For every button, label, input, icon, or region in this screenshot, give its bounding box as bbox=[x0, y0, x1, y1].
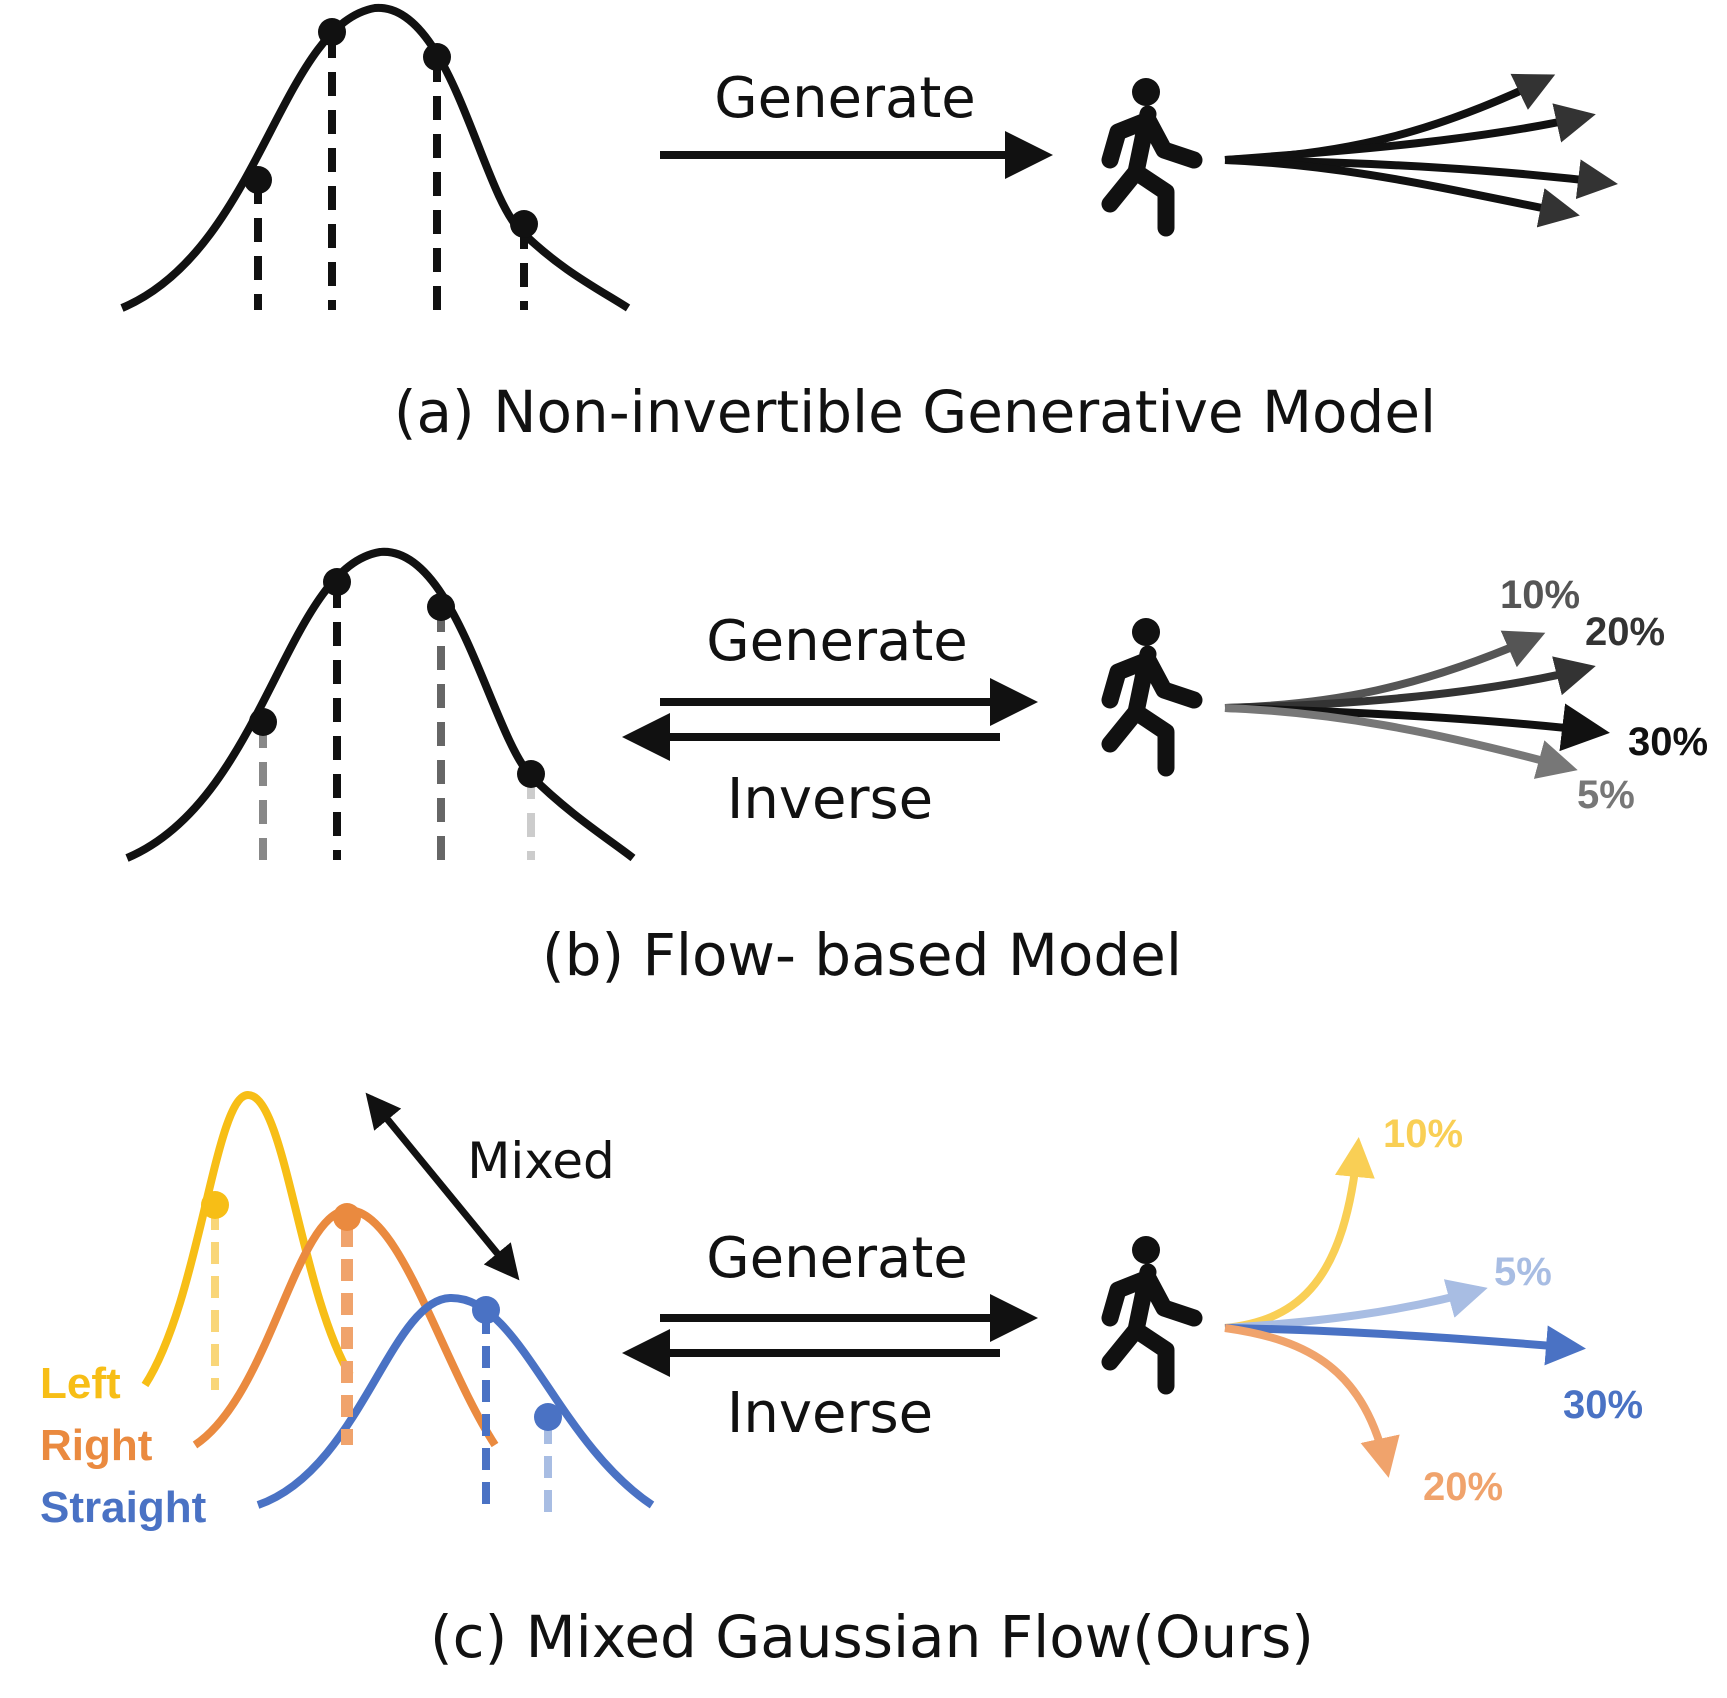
output-pct-10: 10% bbox=[1383, 1112, 1463, 1156]
sample-points bbox=[244, 18, 538, 238]
trajectory-arrows bbox=[1224, 630, 1610, 779]
output-pct-30: 30% bbox=[1628, 720, 1708, 764]
panel-a: Generate (a) Non-invertible Generative M… bbox=[120, 3, 1618, 446]
legend-right: Right bbox=[40, 1421, 153, 1470]
walking-person-icon bbox=[1110, 78, 1194, 228]
output-pct-5: 5% bbox=[1494, 1250, 1552, 1294]
generate-label: Generate bbox=[714, 66, 976, 131]
generate-label: Generate bbox=[706, 609, 968, 674]
caption-c: (c) Mixed Gaussian Flow(Ours) bbox=[430, 1603, 1314, 1671]
output-pct-30: 30% bbox=[1563, 1383, 1643, 1427]
output-pct-20: 20% bbox=[1423, 1465, 1503, 1509]
inverse-label: Inverse bbox=[727, 767, 933, 832]
caption-b: (b) Flow- based Model bbox=[542, 921, 1182, 989]
panel-b: Generate Inverse 10% 20% 30% 5% (b) Flow… bbox=[125, 547, 1708, 989]
output-pct-20: 20% bbox=[1585, 610, 1665, 654]
sample-points bbox=[201, 1191, 562, 1431]
trajectory-arrows bbox=[1224, 1137, 1586, 1478]
inverse-label: Inverse bbox=[727, 1381, 933, 1446]
left-gaussian-curve bbox=[141, 1090, 354, 1388]
generate-label: Generate bbox=[706, 1226, 968, 1291]
sample-dashes bbox=[259, 584, 535, 860]
gaussian-curve-icon bbox=[125, 547, 636, 862]
mixed-arrow bbox=[365, 1092, 520, 1281]
legend-straight: Straight bbox=[40, 1483, 207, 1532]
caption-a: (a) Non-invertible Generative Model bbox=[394, 378, 1436, 446]
sample-points bbox=[249, 568, 545, 788]
walking-person-icon bbox=[1110, 1236, 1194, 1386]
sample-dashes bbox=[211, 1208, 552, 1515]
panel-c: Mixed Left Right Straight Generate Inver… bbox=[40, 1090, 1643, 1671]
output-pct-10: 10% bbox=[1500, 573, 1580, 617]
legend-left: Left bbox=[40, 1359, 121, 1408]
sample-dashes bbox=[254, 34, 528, 310]
straight-gaussian-curve bbox=[256, 1293, 655, 1509]
walking-person-icon bbox=[1110, 618, 1194, 768]
output-pct-5: 5% bbox=[1577, 773, 1635, 817]
trajectory-arrows bbox=[1224, 73, 1618, 228]
mixed-label: Mixed bbox=[467, 1132, 615, 1190]
gaussian-curve-icon bbox=[120, 3, 631, 312]
